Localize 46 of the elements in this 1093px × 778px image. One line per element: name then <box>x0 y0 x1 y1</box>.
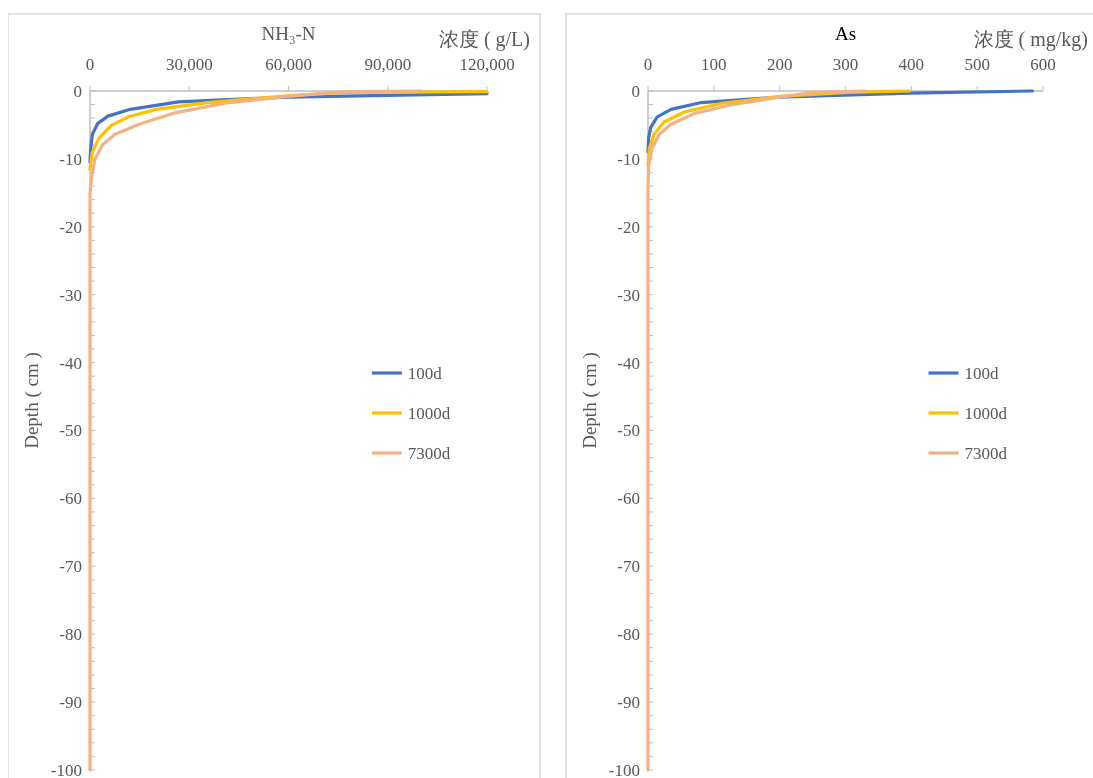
y-tick-label: -70 <box>59 557 82 577</box>
y-axis-title: Depth ( cm ) <box>21 352 43 449</box>
x-tick-label: 30,000 <box>165 55 213 74</box>
x-axis-title: 浓度 ( g/L) <box>438 28 530 51</box>
y-axis-title: Depth ( cm ) <box>579 352 601 449</box>
legend-label: 7300d <box>407 443 451 463</box>
y-tick-label: -90 <box>59 693 82 713</box>
y-tick-label: -60 <box>617 489 640 509</box>
x-tick-label: 500 <box>964 55 990 74</box>
y-tick-label: -90 <box>617 693 640 713</box>
y-tick-label: -30 <box>59 285 82 305</box>
x-tick-label: 0 <box>85 55 95 74</box>
y-tick-label: -80 <box>617 625 640 645</box>
legend-label: 100d <box>407 363 443 383</box>
legend-label: 1000d <box>964 403 1008 423</box>
legend-label: 100d <box>964 363 999 383</box>
y-tick-label: -70 <box>617 557 640 577</box>
y-tick-label: -30 <box>617 285 640 305</box>
y-tick-label: -100 <box>50 760 82 778</box>
y-tick-label: -100 <box>608 760 640 778</box>
x-tick-label: 200 <box>766 55 793 74</box>
legend-label: 1000d <box>407 403 451 423</box>
legend-label: 7300d <box>964 443 1008 463</box>
y-tick-label: -40 <box>617 353 640 373</box>
chart-title: As <box>834 23 857 44</box>
x-tick-label: 300 <box>832 55 859 74</box>
y-tick-label: -10 <box>59 149 82 169</box>
x-tick-label: 0 <box>643 55 653 74</box>
x-tick-label: 100 <box>701 55 727 74</box>
x-axis-title: 浓度 ( mg/kg) <box>973 28 1088 51</box>
x-tick-label: 600 <box>1030 55 1056 74</box>
y-tick-label: -50 <box>617 421 640 441</box>
y-tick-label: -60 <box>59 489 82 509</box>
y-tick-label: -10 <box>617 149 640 169</box>
x-tick-label: 90,000 <box>364 55 412 74</box>
y-tick-label: -20 <box>59 217 82 237</box>
y-tick-label: -20 <box>617 217 640 237</box>
y-tick-label: 0 <box>631 81 640 101</box>
x-tick-label: 60,000 <box>265 55 312 74</box>
x-tick-label: 400 <box>898 55 925 74</box>
y-tick-label: -40 <box>59 353 82 373</box>
y-tick-label: -50 <box>59 421 82 441</box>
y-tick-label: -80 <box>59 625 82 645</box>
chart-title: NH₃-N <box>261 23 316 44</box>
y-tick-label: 0 <box>73 81 82 101</box>
x-tick-label: 120,000 <box>459 55 515 74</box>
